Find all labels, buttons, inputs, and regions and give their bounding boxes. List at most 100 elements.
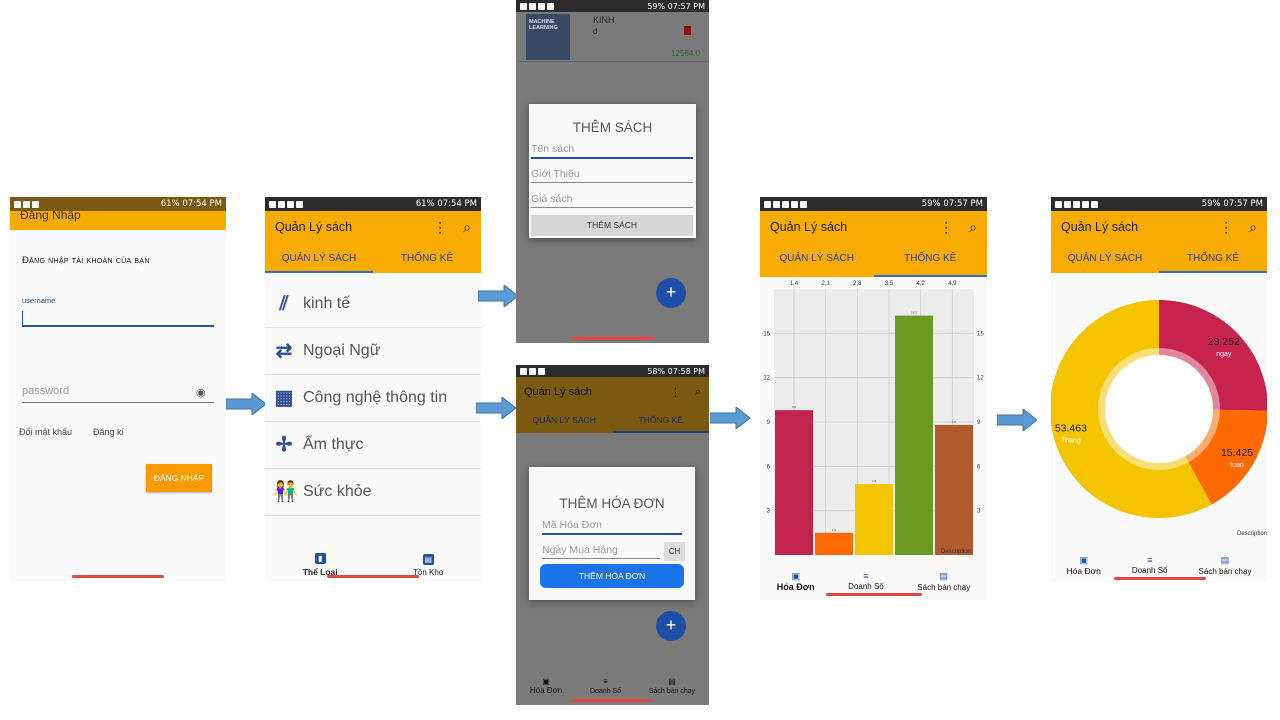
nav-invoice[interactable]: ▣ Hóa Đơn [777, 571, 815, 600]
book-price: 12584.0 [671, 49, 700, 58]
nav-label: Sách bán chạy [917, 583, 971, 592]
time-text: 07:58 PM [667, 366, 705, 376]
password-input[interactable]: password [22, 385, 214, 403]
username-input[interactable] [22, 309, 214, 327]
delete-icon[interactable] [684, 26, 691, 35]
tab-manage-books[interactable]: QUẢN LÝ SÁCH [532, 415, 596, 425]
bar-value-label: 8.8 [952, 420, 957, 424]
nav-bestseller[interactable]: ▤ Sách bán chạy [917, 571, 970, 600]
placeholder: Tên sách [531, 143, 575, 155]
login-heading: Đăng nhập tài khoản của bạn [22, 255, 150, 266]
add-book-dialog: THÊM SÁCH Tên sách Giới Thiệu Giá sách T… [529, 104, 696, 238]
eye-off-icon[interactable]: ◉ [196, 387, 206, 399]
category-item-it[interactable]: ▦ Công nghệ thông tin [265, 375, 481, 422]
add-book-screen: 59% 07:57 PM MACHINE LEARNING KINH d 125… [516, 0, 709, 343]
status-bar-overlay: 61% 07:54 PM [10, 197, 226, 211]
tab-manage-books[interactable]: QUẢN LÝ SÁCH [779, 253, 854, 264]
login-button[interactable]: ĐĂNG NHẬP [146, 464, 212, 492]
nav-bestseller[interactable]: ▤ Sách bán chạy [1199, 555, 1252, 583]
category-list: ⫽ kinh tế ⇄ Ngoại Ngữ ▦ Công nghệ thông tin… [265, 281, 481, 516]
bottom-nav: ▮ Thể Loại ▤ Tồn Kho [265, 549, 481, 581]
login-screen: 61% 07:54 PM 61% 07:54 PM Đăng Nhập Đăng… [10, 197, 226, 581]
search-icon[interactable]: ⌕ [1249, 218, 1257, 235]
home-indicator [72, 575, 164, 578]
book-intro-input[interactable]: Giới Thiệu [531, 168, 693, 183]
tab-manage-books[interactable]: QUẢN LÝ SÁCH [1067, 253, 1143, 264]
slice-value-label: 53.463 [1055, 423, 1087, 435]
more-vert-icon[interactable]: ⋮ [1219, 218, 1234, 235]
bar-chart: 1,4 2,1 2,8 3,5 4,2 4,9 3 6 9 12 15 3 6 9 12 15 9.8 1.5 4.… [763, 281, 984, 555]
invoice-code-input[interactable]: Mã Hóa Đơn [542, 519, 682, 535]
more-vert-icon[interactable]: ⋮ [669, 386, 681, 399]
nav-revenue[interactable]: ≡ Doanh Số [848, 571, 884, 600]
add-fab[interactable]: + [656, 611, 686, 641]
search-icon[interactable]: ⌕ [969, 218, 977, 235]
tab-statistics[interactable]: THỐNG KÊ [1159, 243, 1267, 273]
purchase-date-input[interactable]: Ngày Mua Hàng [542, 544, 660, 559]
tab-bar: QUẢN LÝ SÁCH THỐNG KÊ [516, 407, 709, 433]
tab-statistics[interactable]: THỐNG KÊ [873, 243, 988, 277]
bar [775, 410, 813, 555]
category-item-economics[interactable]: ⫽ kinh tế [265, 281, 481, 328]
nav-invoice[interactable]: ▣ Hóa Đơn [530, 677, 562, 705]
playlist-check-icon: ≡ [863, 571, 869, 581]
fan-icon: ✢ [275, 434, 293, 456]
y-tick-label: 15 [763, 331, 770, 337]
category-label: Công nghệ thông tin [303, 389, 448, 406]
choose-date-button[interactable]: CH [664, 542, 685, 561]
search-icon[interactable]: ⌕ [694, 385, 701, 398]
nav-label: Hóa Đơn [1066, 566, 1101, 576]
category-item-health[interactable]: 👫 Sức khỏe [265, 469, 481, 516]
toolbar-title: Quản Lý sách [770, 220, 848, 234]
category-item-food[interactable]: ✢ Ẩm thực [265, 422, 481, 469]
search-icon[interactable]: ⌕ [463, 218, 471, 235]
nav-bestseller[interactable]: ▤ Sách bán chạy [649, 677, 695, 705]
toolbar: Quản Lý sách ⋮ ⌕ [265, 211, 481, 243]
register-link[interactable]: Đăng kí [93, 427, 125, 437]
x-tick-label: 3,5 [885, 281, 894, 287]
pie-chart: 23.252 ngay 15.425 tuan 53.463 Thang [1051, 300, 1267, 518]
toolbar: Quản Lý sách ⋮ ⌕ [516, 377, 709, 407]
tab-bar: QUẢN LÝ SÁCH THỐNG KÊ [1051, 243, 1267, 273]
toolbar-title: Quản Lý sách [524, 386, 592, 398]
tab-manage-books[interactable]: QUẢN LÝ SÁCH [265, 243, 373, 273]
book-price-input[interactable]: Giá sách [531, 193, 693, 208]
book-list-item[interactable]: MACHINE LEARNING KINH d 12584.0 [516, 12, 709, 62]
placeholder: Mã Hóa Đơn [542, 519, 602, 531]
forgot-password-link[interactable]: Đổi mật khẩu [19, 427, 73, 437]
arrow-right-icon [475, 395, 517, 421]
x-tick-label: 2,8 [853, 281, 862, 287]
book-icon: ▮ [314, 553, 326, 564]
tab-statistics[interactable]: THỐNG KÊ [612, 407, 709, 433]
tab-statistics[interactable]: THỐNG KÊ [400, 253, 454, 264]
more-vert-icon[interactable]: ⋮ [433, 218, 448, 235]
add-book-submit-button[interactable]: THÊM SÁCH [531, 215, 693, 236]
pie-slice [1159, 300, 1267, 411]
time-text: 07:57 PM [943, 199, 983, 209]
nav-label: Sách bán chạy [648, 688, 696, 695]
password-placeholder: password [22, 385, 70, 397]
more-vert-icon[interactable]: ⋮ [939, 218, 954, 235]
tab-bar: QUẢN LÝ SÁCH THỐNG KÊ [760, 243, 987, 277]
home-indicator [826, 593, 922, 596]
nav-label: Doanh Số [589, 688, 622, 695]
username-label: username [22, 296, 56, 305]
nav-genre[interactable]: ▮ Thể Loại [303, 553, 338, 577]
nav-revenue[interactable]: ≡ Doanh Số [590, 677, 621, 705]
nav-revenue[interactable]: ≡ Doanh Số [1132, 555, 1168, 583]
category-item-languages[interactable]: ⇄ Ngoại Ngữ [265, 328, 481, 375]
bar-chart-screen: 59% 07:57 PM Quản Lý sách ⋮ ⌕ QUẢN LÝ SÁ… [760, 197, 987, 600]
time-text: 07:54 PM [182, 199, 222, 209]
slice-name-label: ngay [1216, 351, 1232, 358]
y-tick-label: 9 [977, 420, 981, 426]
nav-stock[interactable]: ▤ Tồn Kho [413, 553, 443, 577]
nav-invoice[interactable]: ▣ Hóa Đơn [1067, 555, 1101, 583]
x-tick-label: 2,1 [821, 281, 830, 287]
add-invoice-submit-button[interactable]: THÊM HÓA ĐƠN [540, 564, 684, 588]
book-name-input[interactable]: Tên sách [531, 143, 693, 159]
bar-value-label: 16.2 [911, 311, 917, 315]
book-title: KINH [593, 15, 615, 25]
add-fab[interactable]: + [656, 278, 686, 308]
economics-icon: ⫽ [279, 293, 289, 315]
toolbar: Quản Lý sách ⋮ ⌕ [760, 211, 987, 243]
